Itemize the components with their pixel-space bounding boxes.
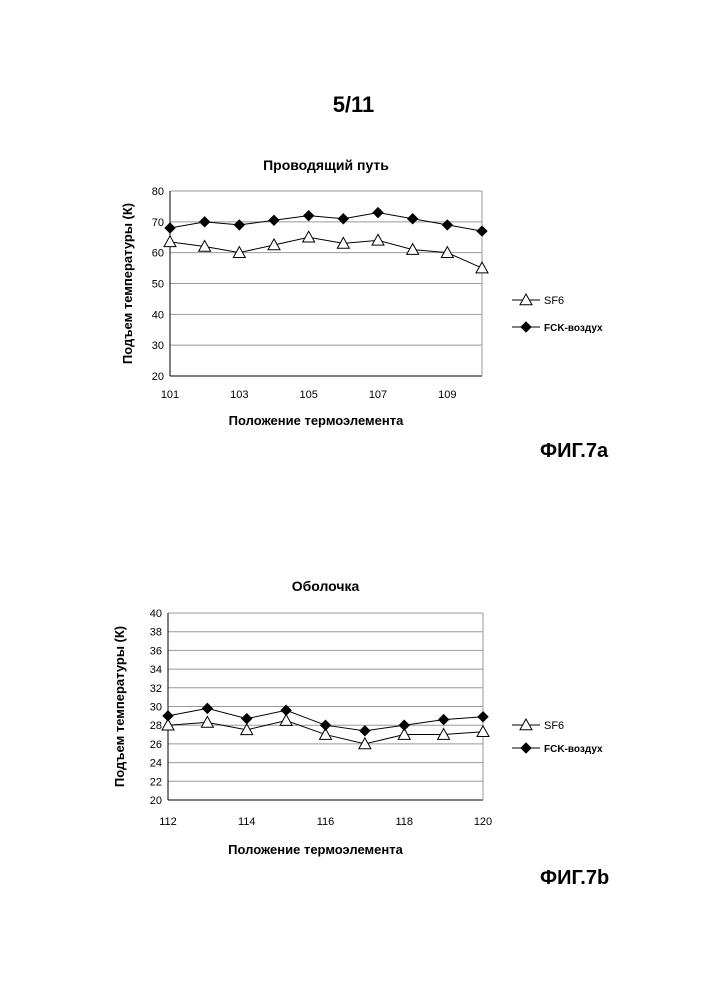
- chart-b-ytick-label: 26: [150, 739, 162, 751]
- chart-a-y-axis-label: Подъем температуры (К): [120, 203, 135, 364]
- chart-b-series-sf6-point: [161, 718, 175, 731]
- chart-b-ytick-label: 20: [150, 795, 162, 807]
- chart-a-series-sf6: [163, 230, 489, 274]
- chart-b-series-fck-point: [241, 712, 253, 725]
- chart-a-series-sf6-point: [301, 230, 316, 243]
- chart-a-series-fck-point: [198, 216, 211, 228]
- chart-b-series-fck-point: [437, 713, 450, 726]
- chart-b-ytick-label: 22: [150, 776, 162, 788]
- chart-a-xtick-label: 103: [230, 389, 248, 401]
- chart-b-xtick-label: 118: [395, 816, 413, 828]
- chart-a-ytick-label: 20: [152, 371, 164, 383]
- chart-b-series-fck-point: [398, 719, 410, 731]
- figure-label-7a: ФИГ.7a: [540, 440, 609, 462]
- chart-a-series-sf6-point: [197, 239, 212, 252]
- chart-b-ytick-label: 36: [150, 645, 162, 657]
- chart-b-series-fck-point: [359, 725, 371, 737]
- chart-a-ytick-label: 50: [152, 279, 164, 291]
- chart-a-legend-marker-sf6: [519, 292, 533, 306]
- chart-enclosure: Оболочка 20 22 24 26 28 30 32 34 36 38 40 112 114 116 1…: [112, 578, 603, 857]
- chart-b-ytick-label: 34: [150, 664, 162, 676]
- chart-a-series-fck-point: [441, 219, 454, 231]
- chart-b-legend-item-sf6: SF6: [512, 717, 564, 732]
- chart-a-series-sf6-point: [371, 233, 385, 246]
- chart-a-legend-label-sf6: SF6: [544, 295, 564, 307]
- chart-a-series-fck-point: [164, 222, 176, 234]
- chart-a-ytick-label: 30: [152, 340, 164, 352]
- chart-a-ytick-label: 60: [152, 248, 164, 260]
- chart-b-series-sf6-point: [318, 727, 333, 740]
- chart-a-legend-item-fck: FCK-воздух: [512, 321, 603, 334]
- chart-b-ytick-label: 28: [150, 720, 162, 732]
- chart-b-series-sf6-point: [358, 736, 372, 750]
- chart-b-series-fck-point: [201, 702, 214, 715]
- chart-b-series-sf6-point: [239, 722, 254, 736]
- chart-a-series-fck-point: [476, 225, 488, 237]
- chart-b-series-sf6-point: [200, 715, 215, 728]
- chart-a-series-sf6-point: [267, 237, 281, 251]
- chart-a-ytick-label: 40: [152, 309, 164, 321]
- chart-a-ytick-label: 80: [152, 186, 164, 198]
- chart-b-y-axis-label: Подъем температуры (К): [112, 626, 127, 787]
- chart-conducting-path: Проводящий путь 20 30 40 50 60 70 80 101 103 105 10…: [120, 157, 603, 428]
- chart-b-legend-label-fck: FCK-воздух: [544, 744, 603, 755]
- chart-b-ytick-label: 24: [150, 758, 162, 770]
- chart-a-series-sf6-point: [475, 261, 489, 274]
- chart-a-ytick-label: 70: [152, 217, 164, 229]
- chart-a-series-fck-point: [268, 214, 280, 226]
- chart-b-ytick-label: 40: [150, 608, 162, 620]
- chart-b-legend-label-sf6: SF6: [544, 720, 564, 732]
- chart-b-xtick-label: 116: [317, 816, 335, 828]
- chart-b-series-fck-point: [477, 711, 489, 723]
- chart-b-series-sf6-point: [476, 724, 490, 738]
- chart-b-legend-marker-sf6: [519, 717, 533, 731]
- chart-b-series-fck: [162, 702, 489, 737]
- chart-b-ytick-label: 38: [150, 627, 162, 639]
- chart-a-legend-item-sf6: SF6: [512, 292, 564, 307]
- chart-b-x-axis-label: Положение термоэлемента: [228, 842, 403, 857]
- chart-a-series-sf6-line: [169, 236, 483, 269]
- chart-b-xtick-label: 120: [474, 816, 492, 828]
- chart-b-ytick-label: 30: [150, 702, 162, 714]
- chart-a-legend-label-fck: FCK-воздух: [544, 323, 603, 334]
- chart-a-xtick-label: 101: [161, 389, 179, 401]
- chart-b-series-fck-point: [162, 710, 174, 722]
- chart-b-series-sf6: [161, 713, 490, 750]
- chart-a-series-fck-point: [233, 219, 246, 231]
- chart-a-series-sf6-point: [405, 242, 420, 255]
- chart-a-series-fck-point: [372, 206, 384, 219]
- chart-a-series-fck-point: [406, 213, 419, 225]
- chart-a-series-sf6-point: [163, 234, 177, 248]
- figure-label-7b: ФИГ.7b: [540, 867, 610, 889]
- chart-b-legend-marker-fck: [520, 742, 532, 754]
- chart-a-xtick-label: 105: [299, 389, 317, 401]
- chart-a-x-axis-label: Положение термоэлемента: [229, 413, 404, 428]
- chart-a-series-fck-point: [337, 213, 350, 225]
- chart-a-title: Проводящий путь: [263, 157, 389, 173]
- chart-a-legend-marker-fck: [520, 321, 532, 333]
- chart-b-title: Оболочка: [292, 578, 360, 594]
- chart-a-series-fck: [164, 206, 488, 237]
- chart-b-xtick-label: 114: [238, 816, 256, 828]
- chart-b-series-fck-point: [319, 719, 332, 731]
- chart-a-series-sf6-point: [440, 245, 455, 258]
- chart-b-legend-item-fck: FCK-воздух: [512, 742, 603, 755]
- chart-a-series-sf6-point: [336, 236, 351, 249]
- chart-b-ytick-label: 32: [150, 683, 162, 695]
- chart-a-xtick-label: 107: [369, 389, 387, 401]
- chart-a-xtick-label: 109: [438, 389, 456, 401]
- chart-b-series-sf6-point: [436, 727, 451, 740]
- chart-b-series-sf6-point: [397, 727, 412, 740]
- chart-b-series-sf6-point: [279, 713, 293, 726]
- chart-a-series-sf6-point: [232, 245, 247, 258]
- chart-a-series-fck-line: [169, 212, 483, 232]
- page-number: 5/11: [332, 92, 375, 117]
- chart-b-xtick-label: 112: [159, 816, 177, 828]
- chart-b-series-fck-point: [280, 704, 292, 716]
- chart-a-series-fck-point: [302, 209, 315, 222]
